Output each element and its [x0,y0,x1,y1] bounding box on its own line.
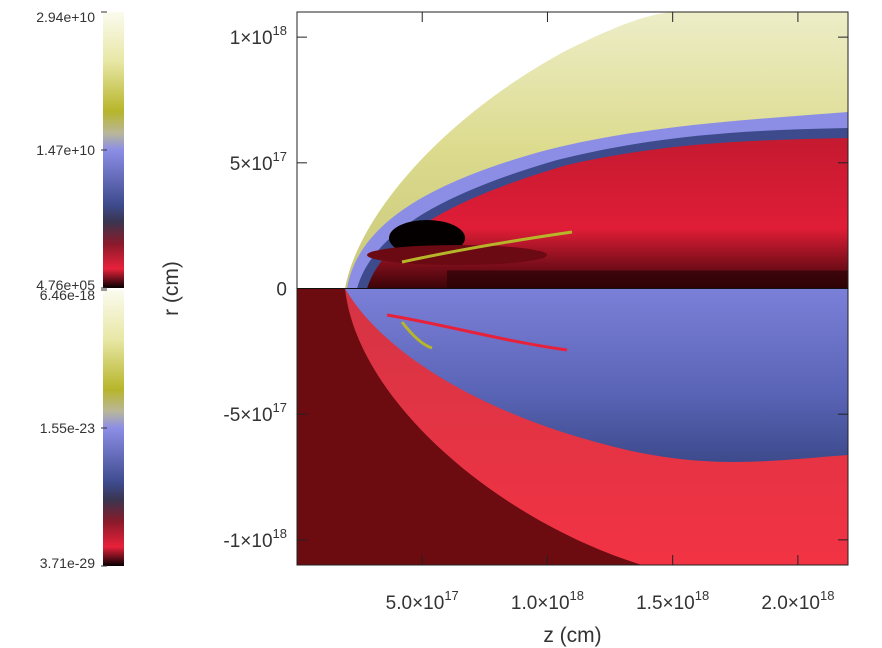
lower-jet-streak [400,321,433,350]
axis-band [447,270,848,289]
jet-streak [401,230,573,264]
colorbar-tick-label: 1.47e+10 [36,142,95,158]
y-tick-exponent: 18 [273,526,287,541]
y-tick-mantissa: 5×10 [230,154,273,175]
y-tick-label: -5×1017 [223,400,287,426]
colorbar-lower-gradient [103,290,124,566]
x-tick-label: 2.0×1018 [761,588,834,614]
y-tick-mantissa: 1×10 [230,28,273,49]
y-tick-label: -1×1018 [223,526,287,552]
y-tick-mantissa: -1×10 [223,531,272,552]
upper-ambient [297,12,677,289]
x-axis-label: z (cm) [543,624,601,647]
colorbar-lower: 6.46e-18 1.55e-23 3.71e-29 [40,287,124,571]
colorbar-upper: 2.94e+10 1.47e+10 4.76e+05 [36,9,124,293]
x-tick-exponent: 18 [695,588,709,603]
y-tick-mantissa: 0 [276,280,287,301]
x-tick-exponent: 18 [570,588,584,603]
y-tick-label: 1×1018 [230,23,287,49]
y-tick-exponent: 17 [273,149,287,164]
x-tick-label: 1.5×1018 [636,588,709,614]
lower-filament [386,313,568,352]
simulation-image [297,12,848,565]
x-tick-exponent: 18 [820,588,834,603]
x-tick-mantissa: 1.0×10 [511,593,570,614]
y-tick-label: 0 [276,280,287,301]
jet-channel [367,245,547,265]
x-tick-exponent: 17 [444,588,458,603]
x-tick-label: 1.0×1018 [511,588,584,614]
y-tick-mantissa: -5×10 [223,405,272,426]
colorbar-tick-label: 4.76e+05 [36,277,95,293]
colorbar-tick-label: 1.55e-23 [40,420,95,436]
y-axis-label: r (cm) [160,261,183,316]
x-tick-mantissa: 5.0×10 [386,593,445,614]
y-tick-label: 5×1017 [230,149,287,175]
y-tick-exponent: 17 [273,400,287,415]
colorbar-tick-label: 6.46e-18 [40,287,95,303]
y-tick-exponent: 18 [273,23,287,38]
colorbar-tick-label: 3.71e-29 [40,555,95,571]
x-tick-mantissa: 2.0×10 [761,593,820,614]
x-tick-mantissa: 1.5×10 [636,593,695,614]
x-axis: 5.0×1017 1.0×1018 1.5×1018 2.0×1018 [386,12,834,614]
x-tick-label: 5.0×1017 [386,588,459,614]
colorbar-upper-gradient [103,12,124,288]
colorbar-tick-label: 2.94e+10 [36,9,95,25]
